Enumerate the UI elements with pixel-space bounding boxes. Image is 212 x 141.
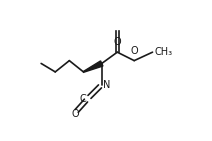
Text: N: N — [103, 80, 111, 90]
Text: O: O — [71, 109, 79, 119]
Polygon shape — [83, 61, 103, 72]
Text: O: O — [113, 37, 121, 47]
Text: O: O — [130, 46, 138, 56]
Text: CH₃: CH₃ — [154, 47, 172, 57]
Text: C: C — [79, 94, 86, 104]
